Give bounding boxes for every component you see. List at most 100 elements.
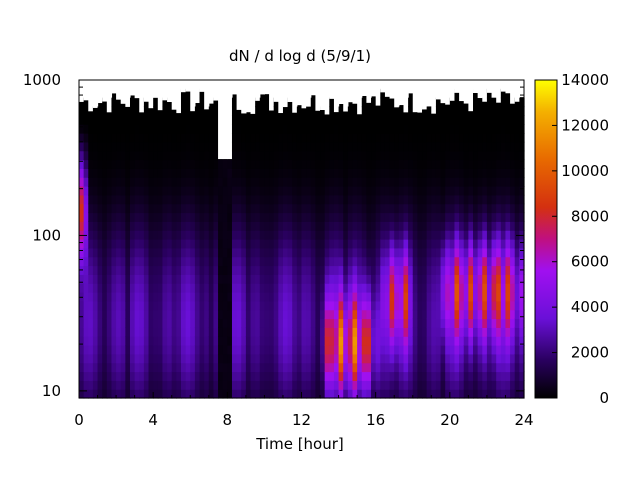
- heatmap-cell: [148, 336, 154, 346]
- heatmap-cell: [324, 380, 330, 390]
- heatmap-cell: [338, 300, 344, 311]
- heatmap-cell: [486, 318, 493, 328]
- heatmap-cell: [343, 115, 349, 125]
- heatmap-cell: [473, 239, 479, 249]
- heatmap-cell: [315, 274, 321, 284]
- heatmap-cell: [389, 327, 395, 337]
- heatmap-cell: [412, 133, 418, 143]
- heatmap-cell: [384, 327, 391, 337]
- heatmap-cell: [389, 159, 395, 169]
- heatmap-cell: [449, 203, 456, 214]
- heatmap-cell: [269, 362, 275, 373]
- heatmap-cell: [333, 327, 340, 337]
- heatmap-cell: [320, 141, 326, 152]
- heatmap-cell: [422, 168, 428, 178]
- heatmap-cell: [389, 212, 395, 222]
- heatmap-cell: [231, 389, 238, 399]
- heatmap-cell: [500, 97, 507, 108]
- heatmap-cell: [431, 168, 437, 178]
- heatmap-cell: [241, 389, 247, 399]
- no-data-cell: [125, 80, 131, 107]
- heatmap-cell: [167, 177, 173, 187]
- heatmap-cell: [361, 168, 367, 178]
- heatmap-cell: [129, 159, 136, 169]
- heatmap-cell: [394, 283, 400, 293]
- heatmap-cell: [343, 133, 349, 143]
- heatmap-cell: [338, 362, 344, 373]
- heatmap-cell: [176, 141, 182, 152]
- heatmap-cell: [496, 168, 502, 178]
- heatmap-cell: [459, 159, 465, 169]
- heatmap-cell: [129, 362, 136, 373]
- heatmap-cell: [412, 371, 418, 381]
- heatmap-cell: [519, 371, 525, 381]
- heatmap-cell: [255, 159, 261, 169]
- heatmap-cell: [440, 230, 446, 240]
- heatmap-cell: [324, 230, 330, 240]
- heatmap-cell: [329, 115, 335, 125]
- heatmap-cell: [250, 133, 256, 143]
- heatmap-cell: [445, 247, 451, 258]
- heatmap-cell: [185, 177, 191, 187]
- heatmap-cell: [306, 203, 312, 214]
- heatmap-cell: [148, 283, 154, 293]
- heatmap-cell: [463, 292, 469, 302]
- heatmap-cell: [287, 141, 293, 152]
- heatmap-cell: [129, 97, 136, 108]
- heatmap-cell: [92, 309, 99, 320]
- heatmap-cell: [408, 115, 414, 125]
- heatmap-cell: [245, 177, 252, 187]
- no-data-cell: [380, 80, 386, 93]
- heatmap-cell: [227, 159, 233, 169]
- heatmap-cell: [505, 336, 511, 346]
- heatmap-cell: [500, 88, 507, 99]
- heatmap-cell: [236, 256, 242, 267]
- heatmap-cell: [412, 327, 418, 337]
- heatmap-cell: [180, 212, 187, 222]
- heatmap-cell: [320, 318, 326, 328]
- heatmap-cell: [422, 265, 428, 275]
- heatmap-cell: [435, 186, 442, 196]
- heatmap-cell: [204, 194, 210, 205]
- heatmap-cell: [496, 292, 502, 302]
- heatmap-cell: [125, 274, 131, 284]
- heatmap-cell: [180, 124, 187, 134]
- heatmap-cell: [129, 221, 136, 231]
- heatmap-cell: [176, 212, 182, 222]
- heatmap-cell: [333, 221, 340, 231]
- heatmap-cell: [245, 133, 252, 143]
- heatmap-cell: [357, 389, 363, 399]
- heatmap-cell: [408, 283, 414, 293]
- heatmap-cell: [116, 141, 122, 152]
- heatmap-cell: [162, 115, 168, 125]
- colorbar-tick-label: 8000: [571, 207, 609, 225]
- heatmap-cell: [162, 159, 168, 169]
- heatmap-cell: [282, 353, 289, 364]
- heatmap-cell: [176, 247, 182, 258]
- heatmap-cell: [153, 203, 159, 214]
- heatmap-cell: [306, 186, 312, 196]
- heatmap-cell: [324, 159, 330, 169]
- heatmap-cell: [463, 318, 469, 328]
- heatmap-cell: [153, 327, 159, 337]
- heatmap-cell: [384, 389, 391, 399]
- heatmap-cell: [282, 150, 289, 161]
- heatmap-cell: [445, 203, 451, 214]
- heatmap-cell: [435, 292, 442, 302]
- heatmap-cell: [231, 212, 238, 222]
- heatmap-cell: [88, 389, 94, 399]
- heatmap-cell: [514, 186, 520, 196]
- heatmap-cell: [278, 362, 284, 373]
- heatmap-cell: [408, 371, 414, 381]
- heatmap-cell: [449, 133, 456, 143]
- heatmap-cell: [120, 309, 126, 320]
- heatmap-cell: [83, 115, 89, 125]
- heatmap-cell: [143, 168, 150, 178]
- heatmap-cell: [361, 106, 367, 116]
- heatmap-cell: [296, 256, 303, 267]
- heatmap-cell: [180, 194, 187, 205]
- heatmap-cell: [343, 212, 349, 222]
- heatmap-cell: [394, 168, 400, 178]
- heatmap-cell: [324, 239, 330, 249]
- no-data-cell: [273, 80, 279, 102]
